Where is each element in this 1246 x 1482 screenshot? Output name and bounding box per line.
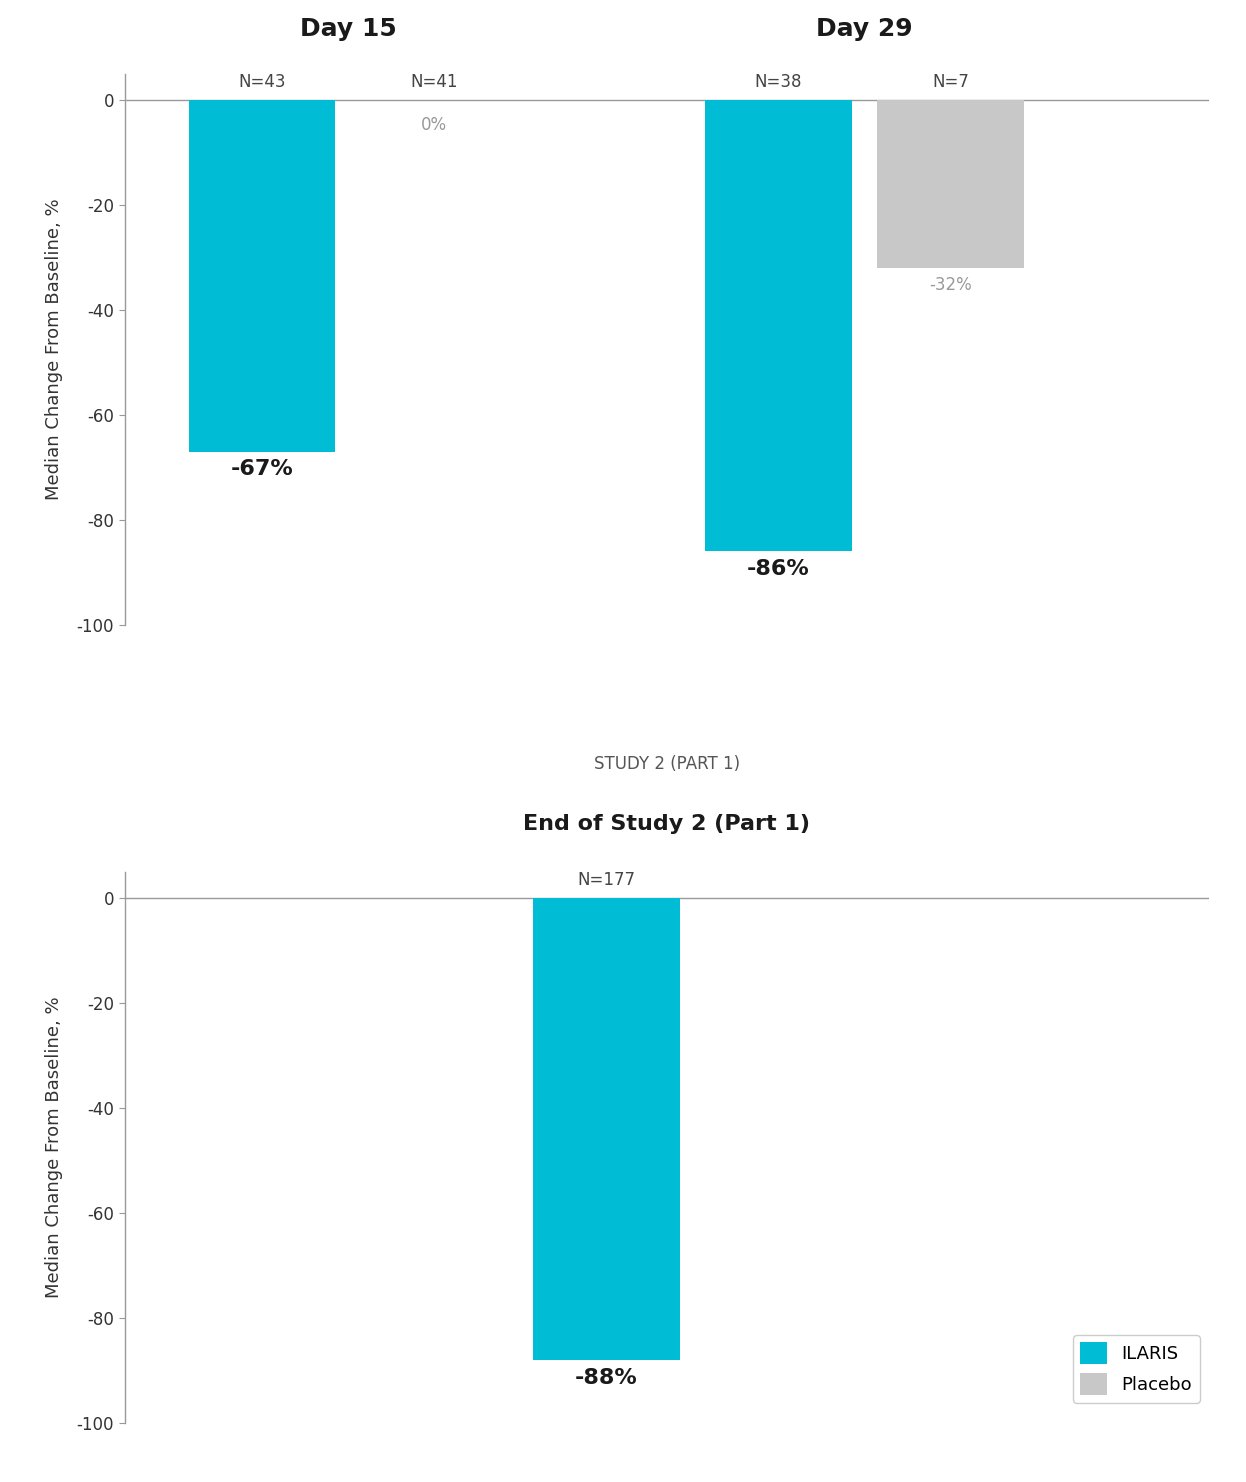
Bar: [189, 101, 335, 452]
Text: N=38: N=38: [755, 73, 802, 90]
Text: N=7: N=7: [932, 73, 969, 90]
Text: N=41: N=41: [411, 73, 459, 90]
Y-axis label: Median Change From Baseline, %: Median Change From Baseline, %: [45, 199, 62, 499]
Text: -32%: -32%: [930, 276, 972, 293]
Text: Day 15: Day 15: [300, 18, 396, 41]
Text: N=43: N=43: [238, 73, 287, 90]
Bar: [705, 101, 851, 551]
Text: 0%: 0%: [421, 116, 447, 133]
Text: STUDY 2 (PART 1): STUDY 2 (PART 1): [593, 756, 740, 774]
Text: End of Study 2 (Part 1): End of Study 2 (Part 1): [523, 814, 810, 834]
Y-axis label: Median Change From Baseline, %: Median Change From Baseline, %: [45, 997, 62, 1298]
Text: -67%: -67%: [231, 459, 294, 479]
Bar: [877, 101, 1024, 268]
Bar: [533, 898, 679, 1360]
Text: -88%: -88%: [574, 1368, 638, 1387]
Legend: ILARIS, Placebo: ILARIS, Placebo: [1073, 1335, 1200, 1402]
Text: N=177: N=177: [577, 871, 635, 889]
Text: -86%: -86%: [748, 559, 810, 579]
Text: Day 29: Day 29: [816, 18, 913, 41]
